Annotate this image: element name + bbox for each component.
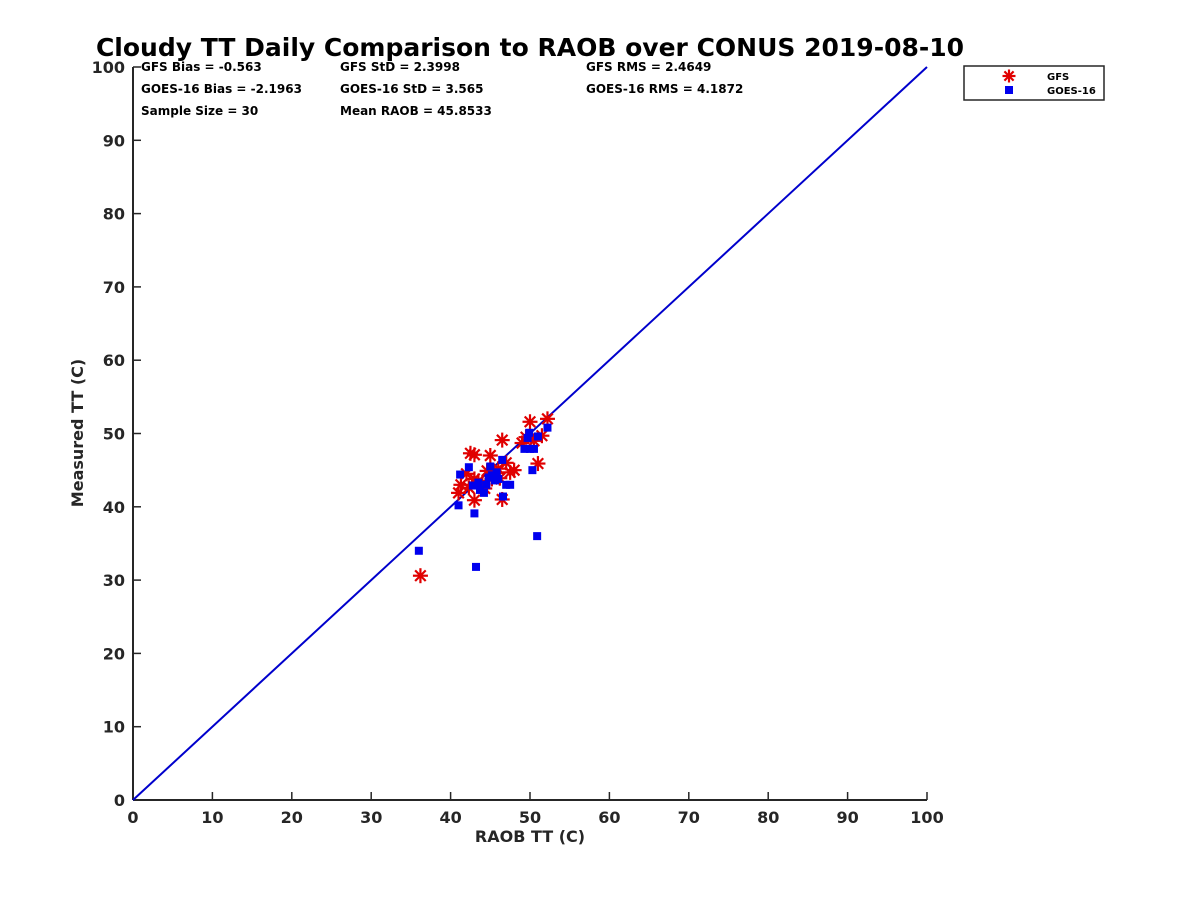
y-axis-label: Measured TT (C) bbox=[68, 359, 87, 507]
goes16-point bbox=[543, 423, 552, 432]
goes16-point bbox=[484, 473, 493, 482]
y-tick-label: 20 bbox=[103, 644, 125, 663]
x-tick-label: 10 bbox=[201, 808, 223, 827]
gfs-point bbox=[522, 414, 538, 430]
stat-text: GFS RMS = 2.4649 bbox=[586, 60, 711, 74]
y-tick-label: 40 bbox=[103, 498, 125, 517]
asterisk-stroke bbox=[541, 412, 554, 425]
legend-label: GFS bbox=[1047, 72, 1069, 83]
x-tick-label: 0 bbox=[127, 808, 138, 827]
goes16-point bbox=[456, 470, 465, 479]
asterisk-stroke bbox=[508, 464, 521, 477]
stat-text: GOES-16 StD = 3.565 bbox=[340, 82, 483, 96]
y-tick-label: 80 bbox=[103, 205, 125, 224]
x-axis-label: RAOB TT (C) bbox=[475, 827, 585, 846]
stat-text: GFS StD = 2.3998 bbox=[340, 60, 460, 74]
x-tick-label: 90 bbox=[836, 808, 858, 827]
gfs-point bbox=[494, 432, 510, 448]
goes16-point bbox=[523, 433, 532, 442]
legend-goes16-marker bbox=[1005, 86, 1013, 94]
stat-text: GFS Bias = -0.563 bbox=[141, 60, 262, 74]
y-tick-label: 70 bbox=[103, 278, 125, 297]
asterisk-stroke bbox=[484, 449, 497, 462]
goes16-point bbox=[492, 468, 501, 477]
legend: GFS GOES-16 bbox=[963, 65, 1105, 101]
goes16-point bbox=[475, 485, 484, 494]
y-tick-label: 10 bbox=[103, 718, 125, 737]
asterisk-stroke bbox=[1003, 70, 1015, 82]
x-tick-label: 20 bbox=[281, 808, 303, 827]
asterisk-stroke bbox=[454, 478, 468, 491]
gfs-point bbox=[466, 492, 482, 508]
goes16-point bbox=[498, 455, 507, 464]
x-tick-label: 70 bbox=[678, 808, 700, 827]
axes: 0 10 20 30 40 50 60 70 80 90 100 0 10 20 30 40 50 60 70 80 9… bbox=[92, 58, 944, 827]
legend-label: GOES-16 bbox=[1047, 86, 1096, 97]
x-tick-label: 60 bbox=[598, 808, 620, 827]
goes16-point bbox=[472, 562, 481, 571]
goes16-point bbox=[494, 474, 503, 483]
asterisk-stroke bbox=[496, 434, 509, 447]
goes16-point bbox=[506, 480, 515, 489]
stat-text: Mean RAOB = 45.8533 bbox=[340, 104, 492, 118]
stats-panel: GFS Bias = -0.563 GFS StD = 2.3998 GFS RMS… bbox=[141, 60, 743, 118]
goes16-point bbox=[528, 466, 537, 475]
x-tick-label: 40 bbox=[439, 808, 461, 827]
goes16-point bbox=[414, 546, 423, 555]
goes16-point bbox=[533, 432, 542, 441]
legend-gfs-marker bbox=[1002, 69, 1016, 83]
goes16-point bbox=[454, 501, 463, 510]
stat-text: GOES-16 Bias = -2.1963 bbox=[141, 82, 302, 96]
goes16-point bbox=[474, 478, 483, 487]
goes16-point bbox=[520, 444, 529, 453]
goes16-point bbox=[533, 532, 542, 541]
x-tick-label: 100 bbox=[910, 808, 943, 827]
x-tick-label: 50 bbox=[519, 808, 541, 827]
data-marks bbox=[412, 411, 555, 584]
x-tick-label: 80 bbox=[757, 808, 779, 827]
asterisk-stroke bbox=[452, 486, 465, 499]
gfs-point bbox=[466, 447, 482, 463]
y-tick-label: 0 bbox=[114, 791, 125, 810]
goes16-point bbox=[499, 492, 508, 501]
y-tick-label: 30 bbox=[103, 571, 125, 590]
goes16-point bbox=[529, 444, 538, 453]
asterisk-stroke bbox=[523, 415, 537, 428]
goes16-point bbox=[525, 428, 534, 437]
goes16-point bbox=[470, 509, 479, 518]
asterisk-stroke bbox=[414, 569, 427, 582]
y-tick-label: 60 bbox=[103, 351, 125, 370]
gfs-point bbox=[412, 568, 428, 584]
y-tick-label: 90 bbox=[103, 131, 125, 150]
chart-title: Cloudy TT Daily Comparison to RAOB over … bbox=[96, 33, 964, 62]
stat-text: Sample Size = 30 bbox=[141, 104, 258, 118]
gfs-point bbox=[530, 456, 546, 472]
asterisk-stroke bbox=[468, 448, 481, 461]
stat-text: GOES-16 RMS = 4.1872 bbox=[586, 82, 743, 96]
goes16-point bbox=[468, 481, 477, 490]
goes16-point bbox=[464, 463, 473, 472]
y-tick-label: 50 bbox=[103, 425, 125, 444]
goes16-point bbox=[482, 480, 491, 489]
gfs-point bbox=[506, 462, 522, 478]
y-tick-label: 100 bbox=[92, 58, 125, 77]
legend-box bbox=[963, 65, 1105, 101]
x-tick-label: 30 bbox=[360, 808, 382, 827]
asterisk-stroke bbox=[468, 494, 481, 507]
goes16-point bbox=[486, 462, 495, 471]
gfs-point bbox=[482, 447, 498, 463]
